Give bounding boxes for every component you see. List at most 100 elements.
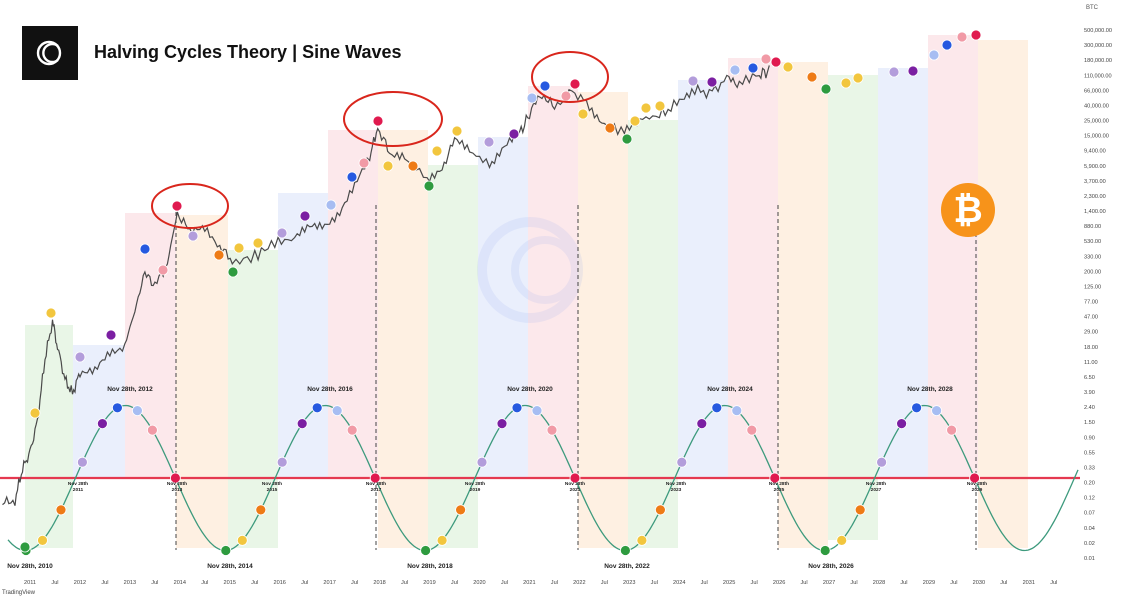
price-dot [526, 92, 538, 104]
price-dot [157, 264, 169, 276]
sine-crossing-label: Nov 28th 2017 [366, 481, 386, 493]
y-tick-label: 0.04 [1084, 526, 1095, 532]
cycle-zone [978, 40, 1028, 548]
sine-dot [731, 405, 743, 417]
y-tick-label: 5,900.00 [1084, 164, 1106, 170]
price-dot [29, 407, 41, 419]
price-dot [806, 71, 818, 83]
page-title: Halving Cycles Theory | Sine Waves [94, 42, 402, 62]
cycle-zone [278, 193, 328, 478]
bitcoin-icon: ₿ [941, 183, 995, 237]
price-dot [233, 242, 245, 254]
x-tick-label: 2018 [373, 580, 385, 586]
price-dot [928, 49, 940, 61]
y-tick-label: 29.00 [1084, 330, 1098, 336]
sine-dot [55, 504, 67, 516]
price-dot [187, 230, 199, 242]
price-dot [171, 200, 183, 212]
y-tick-label: 880.00 [1084, 224, 1101, 230]
top-circle-annotation [531, 51, 609, 103]
y-tick-label: 0.90 [1084, 435, 1095, 441]
sine-dot [369, 472, 381, 484]
sine-dot [696, 418, 708, 430]
y-tick-label: 47.00 [1084, 315, 1098, 321]
x-tick-label: Jul [701, 580, 708, 586]
price-dot [629, 115, 641, 127]
sine-dot [420, 545, 432, 556]
sine-crossing-label: Nov 28th 2023 [666, 481, 686, 493]
x-tick-label: 2020 [473, 580, 485, 586]
sine-crossing-label: Nov 28th 2025 [769, 481, 789, 493]
x-tick-label: Jul [1000, 580, 1007, 586]
x-axis: 2011 Jul 2012 Jul 2013 Jul 2014 Jul 2015 Jul 2016 J… [24, 580, 1057, 586]
y-tick-label: 200.00 [1084, 269, 1101, 275]
price-dot [227, 266, 239, 278]
price-dot [213, 249, 225, 261]
cycle-zone [125, 213, 176, 478]
sine-dot [896, 418, 907, 430]
price-dot [569, 78, 581, 90]
y-tick-label: 11.00 [1084, 360, 1098, 366]
x-tick-label: 2027 [823, 580, 835, 586]
sine-peak-label: Nov 28th, 2020 [507, 386, 553, 393]
price-dot [820, 83, 832, 95]
price-dot [74, 351, 86, 363]
x-tick-label: 2012 [74, 580, 86, 586]
price-line [2, 65, 770, 506]
sine-crossing-label: Nov 28th 2029 [967, 481, 987, 493]
x-tick-label: 2021 [523, 580, 535, 586]
sine-dot [112, 402, 123, 414]
cycle-zone [828, 75, 878, 540]
x-tick-label: 2019 [423, 580, 435, 586]
price-dot [45, 307, 57, 319]
price-dot [956, 31, 968, 43]
x-tick-label: 2014 [174, 580, 186, 586]
sine-dot [769, 472, 781, 484]
sine-trough-label: Nov 28th, 2026 [808, 563, 854, 570]
sine-labels: Nov 28th, 2012 Nov 28th, 2016 Nov 28th, 20… [7, 386, 987, 570]
x-tick-label: 2024 [673, 580, 685, 586]
sine-trough-label: Nov 28th, 2022 [604, 563, 650, 570]
sine-dot [455, 504, 467, 516]
price-dot [604, 122, 616, 134]
price-dot [358, 157, 370, 169]
x-tick-label: Jul [551, 580, 558, 586]
y-tick-label: 0.02 [1084, 541, 1095, 547]
cycle-zone [878, 68, 928, 478]
sine-dot [496, 418, 508, 430]
y-tick-label: 0.33 [1084, 465, 1095, 471]
y-tick-label: 500,000.00 [1084, 28, 1112, 34]
sine-dot [876, 456, 887, 468]
sine-dot [946, 424, 957, 436]
x-tick-label: Jul [651, 580, 658, 586]
price-dot [451, 125, 463, 137]
price-dot [372, 115, 384, 127]
sine-dot [531, 405, 543, 417]
y-tick-label: 300,000.00 [1084, 43, 1112, 49]
sine-dot [236, 535, 248, 546]
x-tick-label: 2022 [573, 580, 585, 586]
sine-peak-label: Nov 28th, 2024 [707, 386, 753, 393]
cycle-zone [778, 62, 828, 548]
sine-dot [311, 402, 323, 414]
price-dot [888, 66, 900, 78]
sine-dot [931, 405, 942, 417]
x-tick-label: Jul [201, 580, 208, 586]
x-tick-label: Jul [451, 580, 458, 586]
sine-dot [655, 504, 666, 516]
sine-dot [436, 535, 448, 546]
x-tick-label: 2025 [723, 580, 735, 586]
price-dot [560, 90, 572, 102]
sine-peak-label: Nov 28th, 2028 [907, 386, 953, 393]
x-tick-label: 2023 [623, 580, 635, 586]
x-tick-label: Jul [401, 580, 408, 586]
x-tick-label: Jul [900, 580, 907, 586]
sine-trough-label: Nov 28th, 2010 [7, 563, 53, 570]
tradingview-brand: TradingView [2, 590, 36, 596]
price-dot [640, 102, 652, 114]
y-tick-label: 0.55 [1084, 450, 1095, 456]
y-tick-label: 0.12 [1084, 496, 1095, 502]
price-dot [760, 53, 772, 65]
sine-dot [676, 456, 688, 468]
